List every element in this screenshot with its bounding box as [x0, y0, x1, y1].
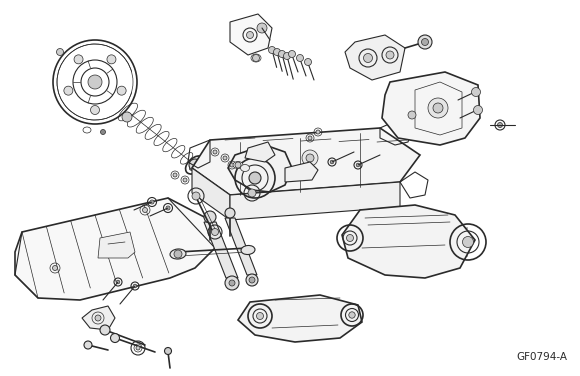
Circle shape	[257, 23, 267, 33]
Polygon shape	[82, 306, 115, 330]
Circle shape	[64, 86, 73, 95]
Text: GF0794-A: GF0794-A	[516, 352, 567, 362]
Circle shape	[111, 334, 119, 343]
Circle shape	[408, 111, 416, 119]
Circle shape	[90, 106, 100, 115]
Circle shape	[306, 154, 314, 162]
Polygon shape	[345, 35, 405, 80]
Circle shape	[225, 276, 239, 290]
Polygon shape	[285, 162, 318, 182]
Circle shape	[246, 32, 253, 38]
Circle shape	[422, 38, 429, 45]
Circle shape	[189, 159, 201, 171]
Circle shape	[225, 208, 235, 218]
Polygon shape	[342, 205, 475, 278]
Circle shape	[498, 123, 502, 127]
Circle shape	[212, 229, 219, 235]
Circle shape	[249, 277, 255, 283]
Circle shape	[288, 50, 295, 58]
Polygon shape	[245, 142, 275, 162]
Circle shape	[133, 284, 137, 288]
Circle shape	[349, 312, 355, 318]
Circle shape	[356, 163, 360, 167]
Circle shape	[213, 150, 217, 154]
Circle shape	[166, 206, 170, 210]
Circle shape	[302, 150, 318, 166]
Polygon shape	[192, 128, 420, 195]
Circle shape	[346, 235, 353, 241]
Circle shape	[107, 55, 116, 64]
Circle shape	[249, 172, 261, 184]
Circle shape	[316, 130, 320, 134]
Polygon shape	[192, 168, 230, 220]
Polygon shape	[204, 222, 238, 278]
Circle shape	[122, 112, 132, 122]
Circle shape	[246, 274, 258, 286]
Circle shape	[95, 315, 101, 321]
Circle shape	[223, 156, 227, 160]
Circle shape	[100, 129, 106, 135]
Circle shape	[204, 211, 216, 223]
Circle shape	[143, 208, 147, 212]
Circle shape	[88, 75, 102, 89]
Polygon shape	[382, 72, 480, 145]
Circle shape	[462, 237, 473, 247]
Ellipse shape	[170, 249, 186, 259]
Circle shape	[74, 55, 83, 64]
Circle shape	[230, 163, 234, 167]
Circle shape	[304, 59, 311, 65]
Circle shape	[418, 35, 432, 49]
Circle shape	[150, 200, 154, 204]
Circle shape	[256, 312, 263, 320]
Circle shape	[100, 325, 110, 335]
Circle shape	[278, 50, 285, 58]
Polygon shape	[15, 198, 215, 300]
Circle shape	[192, 192, 200, 200]
Ellipse shape	[241, 165, 249, 171]
Circle shape	[84, 341, 92, 349]
Circle shape	[248, 189, 256, 197]
Circle shape	[173, 173, 177, 177]
Circle shape	[428, 98, 448, 118]
Ellipse shape	[241, 246, 255, 255]
Circle shape	[235, 162, 241, 168]
Circle shape	[136, 346, 140, 350]
Circle shape	[433, 103, 443, 113]
Circle shape	[473, 106, 483, 115]
Circle shape	[308, 136, 312, 140]
Circle shape	[229, 280, 235, 286]
Polygon shape	[98, 232, 135, 258]
Circle shape	[116, 280, 120, 284]
Circle shape	[364, 53, 372, 62]
Circle shape	[174, 250, 182, 258]
Polygon shape	[225, 218, 257, 275]
Circle shape	[183, 178, 187, 182]
Polygon shape	[230, 182, 400, 220]
Circle shape	[252, 55, 259, 62]
Circle shape	[56, 49, 63, 56]
Circle shape	[472, 88, 480, 97]
Circle shape	[53, 265, 57, 270]
Circle shape	[269, 47, 276, 53]
Polygon shape	[238, 295, 362, 342]
Circle shape	[165, 347, 172, 355]
Circle shape	[386, 51, 394, 59]
Polygon shape	[230, 14, 272, 55]
Polygon shape	[228, 145, 292, 192]
Circle shape	[117, 86, 126, 95]
Circle shape	[296, 55, 303, 62]
Ellipse shape	[233, 162, 243, 168]
Circle shape	[284, 53, 291, 59]
Circle shape	[274, 49, 281, 56]
Circle shape	[330, 160, 334, 164]
